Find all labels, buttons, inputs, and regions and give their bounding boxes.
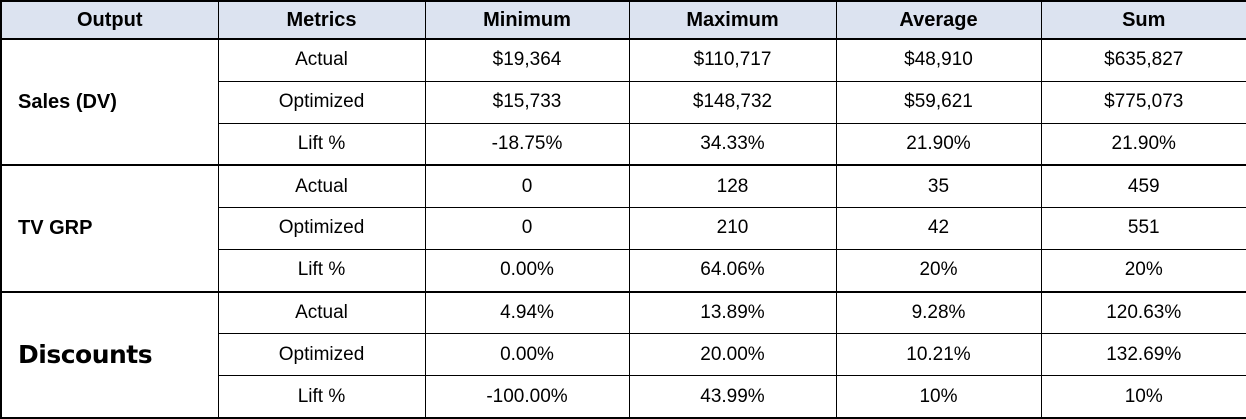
group-tv-grp: TV GRP Actual 0 128 35 459 Optimized 0 2…: [0, 164, 1246, 293]
column-header-output: Output: [0, 0, 219, 40]
metric-cell: Optimized: [217, 333, 426, 377]
value-cell-minimum: -100.00%: [424, 375, 630, 419]
value-cell-minimum: -18.75%: [424, 122, 630, 166]
value-cell-average: 20%: [835, 249, 1042, 293]
group-label-discounts: Discounts: [0, 291, 219, 419]
value-cell-sum: 132.69%: [1040, 333, 1246, 377]
metric-cell: Actual: [217, 291, 426, 335]
value-cell-average: 42: [835, 206, 1042, 251]
value-cell-sum: $775,073: [1040, 80, 1246, 124]
metric-cell: Lift %: [217, 122, 426, 166]
table-row: Discounts Actual 4.94% 13.89% 9.28% 120.…: [0, 291, 1246, 419]
table-row: Lift % -18.75% 34.33% 21.90% 21.90%: [1, 122, 1246, 166]
value-cell-average: 21.90%: [835, 122, 1042, 166]
group-label-sales-dv: Sales (DV): [0, 38, 219, 167]
metric-cell: Optimized: [217, 80, 426, 124]
value-cell-minimum: 4.94%: [424, 291, 630, 335]
value-cell-sum: $635,827: [1040, 38, 1246, 82]
table-header: Output Metrics Minimum Maximum Average S…: [0, 0, 1246, 40]
value-cell-maximum: 13.89%: [628, 291, 837, 335]
table-row: Sales (DV) Actual $19,364 $110,717 $48,9…: [0, 38, 1246, 167]
value-cell-sum: 459: [1040, 164, 1246, 208]
column-header-sum: Sum: [1040, 0, 1246, 40]
value-cell-average: 9.28%: [835, 291, 1042, 335]
value-cell-maximum: 128: [628, 164, 837, 208]
group-label-tv-grp: TV GRP: [0, 164, 219, 293]
value-cell-maximum: 20.00%: [628, 333, 837, 377]
value-cell-average: $48,910: [835, 38, 1042, 82]
table-row: Lift % -100.00% 43.99% 10% 10%: [1, 375, 1246, 419]
value-cell-minimum: 0.00%: [424, 249, 630, 293]
value-cell-sum: 551: [1040, 206, 1246, 251]
column-header-maximum: Maximum: [628, 0, 837, 40]
value-cell-average: $59,621: [835, 80, 1042, 124]
header-row: Output Metrics Minimum Maximum Average S…: [0, 0, 1246, 40]
metric-cell: Optimized: [217, 206, 426, 251]
group-sales-dv: Sales (DV) Actual $19,364 $110,717 $48,9…: [0, 38, 1246, 167]
value-cell-maximum: $148,732: [628, 80, 837, 124]
value-cell-minimum: 0: [424, 206, 630, 251]
metric-cell: Lift %: [217, 375, 426, 419]
value-cell-maximum: $110,717: [628, 38, 837, 82]
value-cell-maximum: 34.33%: [628, 122, 837, 166]
table-row: Optimized $15,733 $148,732 $59,621 $775,…: [1, 80, 1246, 124]
value-cell-average: 35: [835, 164, 1042, 208]
table-row: TV GRP Actual 0 128 35 459: [0, 164, 1246, 293]
table-row: Lift % 0.00% 64.06% 20% 20%: [1, 249, 1246, 293]
value-cell-sum: 20%: [1040, 249, 1246, 293]
column-header-minimum: Minimum: [424, 0, 630, 40]
value-cell-sum: 120.63%: [1040, 291, 1246, 335]
metric-cell: Actual: [217, 38, 426, 82]
value-cell-maximum: 43.99%: [628, 375, 837, 419]
value-cell-maximum: 210: [628, 206, 837, 251]
column-header-average: Average: [835, 0, 1042, 40]
value-cell-sum: 21.90%: [1040, 122, 1246, 166]
table-row: Optimized 0.00% 20.00% 10.21% 132.69%: [1, 333, 1246, 377]
value-cell-average: 10.21%: [835, 333, 1042, 377]
metric-cell: Actual: [217, 164, 426, 208]
value-cell-maximum: 64.06%: [628, 249, 837, 293]
column-header-metrics: Metrics: [217, 0, 426, 40]
value-cell-minimum: 0.00%: [424, 333, 630, 377]
value-cell-sum: 10%: [1040, 375, 1246, 419]
metric-cell: Lift %: [217, 249, 426, 293]
group-discounts: Discounts Actual 4.94% 13.89% 9.28% 120.…: [0, 291, 1246, 419]
value-cell-minimum: 0: [424, 164, 630, 208]
value-cell-minimum: $19,364: [424, 38, 630, 82]
value-cell-minimum: $15,733: [424, 80, 630, 124]
value-cell-average: 10%: [835, 375, 1042, 419]
